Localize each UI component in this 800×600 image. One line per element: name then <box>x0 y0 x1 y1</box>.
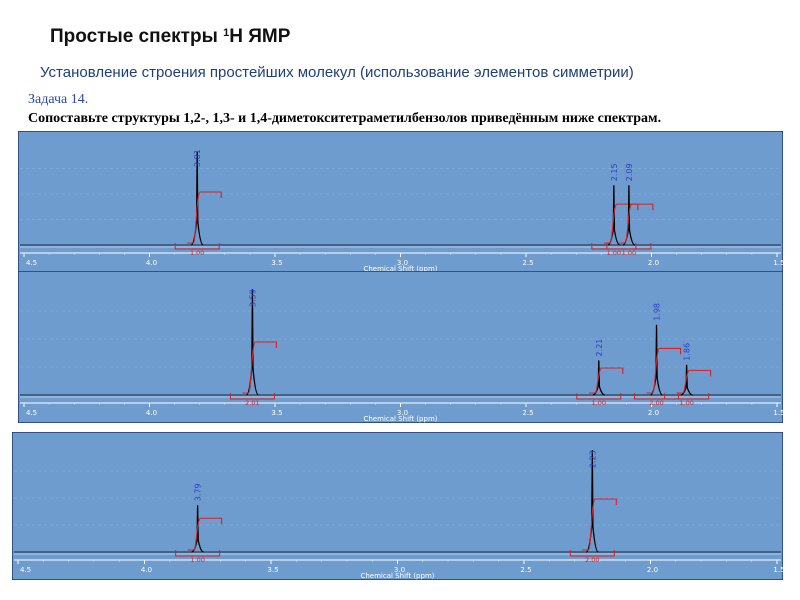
nmr-spectrum-3: 4.5 4.0 3.5 3.0 2.5 2.0 1.5 Chemical Shift (ppm… <box>12 432 783 580</box>
integral-curve <box>582 498 617 551</box>
x-tick-label: 2.0 <box>648 409 659 417</box>
x-tick-label: 3.0 <box>397 259 408 267</box>
x-tick-label: 1.5 <box>773 409 783 417</box>
x-tick-label: 4.0 <box>146 259 157 267</box>
integral-curve <box>187 191 222 244</box>
spectrum-peak <box>586 450 599 553</box>
integral-curve <box>187 517 223 551</box>
integral-curve <box>646 347 682 394</box>
x-axis-title: Chemical Shift (ppm) <box>360 572 434 580</box>
x-tick-label: 4.5 <box>26 259 37 267</box>
plot-background <box>18 271 783 423</box>
integral-curve <box>618 203 654 244</box>
task-number: Задача 14. <box>28 92 89 107</box>
integral-curve <box>603 203 639 244</box>
peak-label: 3.79 <box>194 483 203 501</box>
slide-title: Простые спектры 1H ЯМР <box>50 26 290 48</box>
x-tick-label: 2.5 <box>522 259 533 267</box>
x-tick-label: 3.5 <box>267 566 278 574</box>
spectrum-peak <box>190 151 204 246</box>
integral-curve <box>242 341 277 394</box>
x-tick-label: 4.5 <box>20 566 31 574</box>
integral-bracket <box>606 243 652 250</box>
x-tick-label: 3.0 <box>394 566 405 574</box>
x-tick-label: 2.5 <box>520 566 531 574</box>
peak-label: 2.15 <box>610 163 619 181</box>
integral-value: 1.00 <box>592 399 606 407</box>
nmr-spectrum-2: 4.5 4.0 3.5 3.0 2.5 2.0 1.5 Chemical Shift (ppm… <box>18 271 783 423</box>
nmr-spectrum-1: 4.5 4.0 3.5 3.0 2.5 2.0 1.5 Chemical Shift (ppm… <box>18 131 783 273</box>
x-tick-label: 3.0 <box>397 409 408 417</box>
x-tick-label: 1.5 <box>773 259 783 267</box>
title-superscript: 1 <box>223 27 230 39</box>
x-tick-label: 2.0 <box>647 566 658 574</box>
integral-bracket <box>664 393 710 400</box>
integral-bracket <box>569 550 615 557</box>
integral-value: 1.00 <box>607 249 621 257</box>
x-tick-label: 3.5 <box>271 259 282 267</box>
x-tick-label: 1.5 <box>773 566 783 574</box>
x-tick-label: 4.0 <box>141 566 152 574</box>
plot-background <box>12 432 783 580</box>
spectrum-peak <box>246 289 259 396</box>
plot-background <box>18 131 783 273</box>
x-tick-label: 3.5 <box>271 409 282 417</box>
integral-value: 1.00 <box>190 556 204 564</box>
integral-curve <box>588 367 624 394</box>
title-main: Простые спектры <box>50 26 224 47</box>
peak-label: 3.81 <box>193 149 202 167</box>
x-axis-title: Chemical Shift (ppm) <box>363 265 437 273</box>
integral-curve <box>676 369 712 394</box>
peak-label: 1.86 <box>683 343 692 361</box>
integral-bracket <box>175 550 221 557</box>
peak-label: 1.98 <box>653 303 662 321</box>
peak-label: 3.59 <box>248 289 257 307</box>
x-axis-title: Chemical Shift (ppm) <box>363 415 437 423</box>
integral-bracket <box>576 393 622 400</box>
x-tick-label: 2.5 <box>522 409 533 417</box>
peak-label: 2.09 <box>625 163 634 181</box>
task-text: Сопоставьте структуры 1,2-, 1,3- и 1,4-д… <box>28 111 662 126</box>
peak-label: 2.23 <box>588 450 597 468</box>
integral-bracket <box>634 393 680 400</box>
x-tick-label: 4.0 <box>146 409 157 417</box>
integral-value: 1.00 <box>679 399 693 407</box>
slide-subtitle: Установление строения простейших молекул… <box>40 64 634 81</box>
integral-value: 1.00 <box>190 249 204 257</box>
x-tick-label: 4.5 <box>26 409 37 417</box>
integral-value: 2.00 <box>585 556 599 564</box>
integral-bracket <box>174 243 220 250</box>
spectrum-peak <box>680 364 693 396</box>
title-tail: H ЯМР <box>229 26 291 47</box>
integral-value: 2.01 <box>245 399 259 407</box>
x-tick-label: 2.0 <box>648 259 659 267</box>
integral-bracket <box>229 393 275 400</box>
spectrum-peak <box>592 360 605 396</box>
peak-label: 2.21 <box>595 339 604 357</box>
spectrum-peak <box>191 505 204 553</box>
integral-value: 1.00 <box>622 249 636 257</box>
integral-value: 2.00 <box>649 399 663 407</box>
